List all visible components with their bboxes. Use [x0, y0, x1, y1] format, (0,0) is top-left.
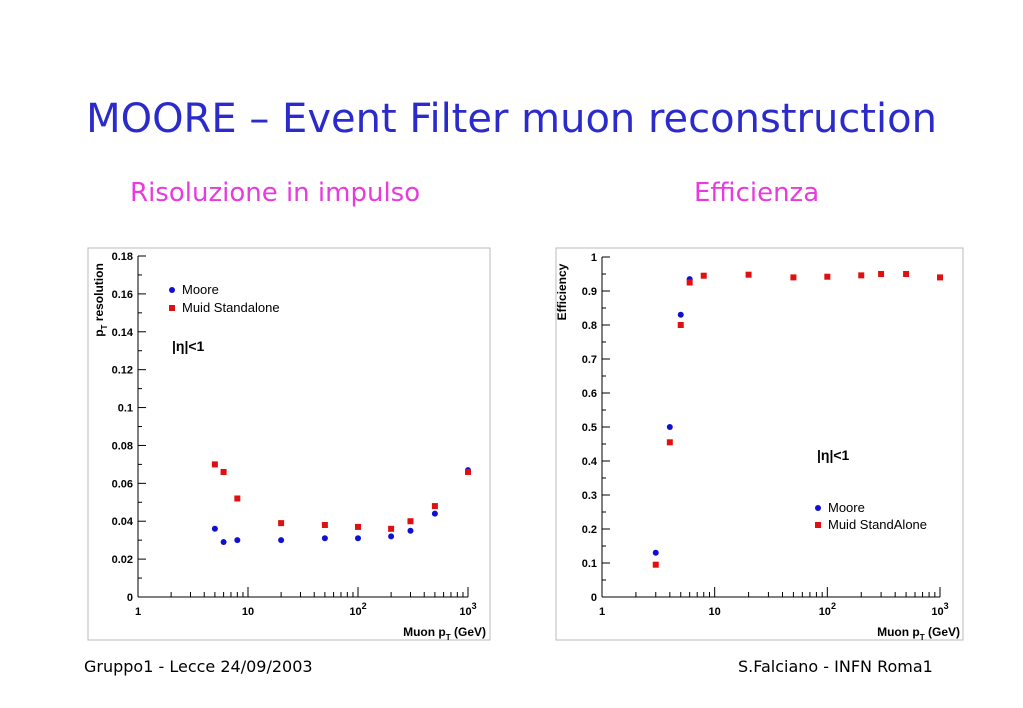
point-muid	[355, 523, 361, 530]
point-muid	[465, 468, 471, 475]
y-tick-label: 0.5	[582, 422, 597, 434]
legend-marker-muid	[169, 305, 175, 311]
y-tick-label: 0.14	[112, 327, 134, 339]
y-tick-label: 0	[127, 592, 133, 604]
legend-label: Muid StandAlone	[828, 517, 927, 532]
point-moore	[652, 549, 659, 556]
point-moore	[431, 510, 438, 517]
point-muid	[431, 503, 438, 510]
point-moore	[677, 311, 684, 318]
point-muid	[666, 439, 673, 446]
legend-marker-muid	[815, 522, 821, 528]
point-muid	[745, 271, 752, 278]
legend-marker-moore	[815, 505, 821, 511]
footer-left: Gruppo1 - Lecce 24/09/2003	[84, 657, 313, 676]
x-tick-label: 102	[819, 601, 836, 618]
footer-right: S.Falciano - INFN Roma1	[738, 657, 933, 676]
point-moore	[407, 527, 414, 534]
y-tick-label: 0.3	[582, 490, 597, 502]
point-muid	[220, 468, 227, 475]
slide-title: MOORE – Event Filter muon reconstruction	[86, 96, 937, 142]
point-muid	[937, 274, 943, 281]
legend-label: Moore	[828, 500, 865, 515]
y-tick-label: 0.04	[112, 516, 134, 528]
point-muid	[700, 272, 707, 279]
point-muid	[407, 518, 414, 525]
point-moore	[220, 539, 227, 546]
point-moore	[234, 537, 241, 544]
point-muid	[278, 520, 285, 527]
y-tick-label: 0.12	[112, 365, 133, 377]
point-muid	[790, 274, 797, 281]
y-tick-label: 0.06	[112, 478, 133, 490]
point-muid	[824, 273, 831, 280]
y-tick-label: 0.02	[112, 554, 133, 566]
subtitle-right: Efficienza	[694, 178, 820, 208]
y-tick-label: 0.08	[112, 440, 133, 452]
eta-annotation: |η|<1	[817, 447, 850, 463]
legend-label: Muid Standalone	[182, 300, 280, 315]
legend-label: Moore	[182, 282, 219, 297]
y-tick-label: 0.2	[582, 524, 597, 536]
point-moore	[666, 424, 673, 430]
y-tick-label: 0.7	[582, 354, 597, 366]
chart-frame	[555, 247, 964, 641]
chart-frame	[87, 247, 491, 641]
y-axis-title: Efficiency	[555, 263, 569, 320]
point-muid	[858, 272, 865, 279]
point-moore	[355, 535, 361, 542]
y-tick-label: 0.8	[582, 320, 597, 332]
point-muid	[211, 461, 218, 468]
y-tick-label: 0.1	[582, 558, 597, 570]
point-muid	[686, 279, 693, 286]
x-tick-label: 103	[459, 601, 476, 618]
point-moore	[321, 535, 328, 542]
x-tick-label: 10	[709, 606, 721, 618]
y-tick-label: 0.18	[112, 251, 133, 263]
x-tick-label: 10	[242, 606, 254, 618]
point-muid	[677, 322, 684, 328]
x-tick-label: 1	[135, 606, 141, 618]
subtitle-left: Risoluzione in impulso	[130, 178, 421, 208]
point-moore	[388, 533, 395, 540]
x-tick-label: 103	[931, 601, 948, 618]
y-tick-label: 0.4	[582, 456, 598, 468]
eta-annotation: |η|<1	[172, 338, 205, 354]
x-axis-title: Muon pT (GeV)	[877, 625, 960, 642]
point-moore	[211, 525, 218, 532]
y-axis-title: pT resolution	[92, 263, 109, 337]
point-muid	[652, 561, 659, 568]
y-tick-label: 0.16	[112, 289, 133, 301]
point-moore	[278, 537, 285, 544]
y-tick-label: 0	[591, 592, 597, 604]
y-tick-label: 0.1	[118, 403, 133, 415]
x-tick-label: 1	[599, 606, 605, 618]
point-muid	[388, 525, 395, 532]
x-tick-label: 102	[349, 601, 366, 618]
y-tick-label: 0.6	[582, 388, 597, 400]
x-axis-title: Muon pT (GeV)	[403, 625, 486, 642]
y-tick-label: 1	[591, 252, 597, 264]
point-muid	[878, 271, 885, 277]
point-muid	[321, 522, 328, 529]
point-muid	[234, 495, 241, 502]
y-tick-label: 0.9	[582, 286, 597, 298]
legend-marker-moore	[169, 287, 175, 293]
point-muid	[903, 271, 910, 277]
